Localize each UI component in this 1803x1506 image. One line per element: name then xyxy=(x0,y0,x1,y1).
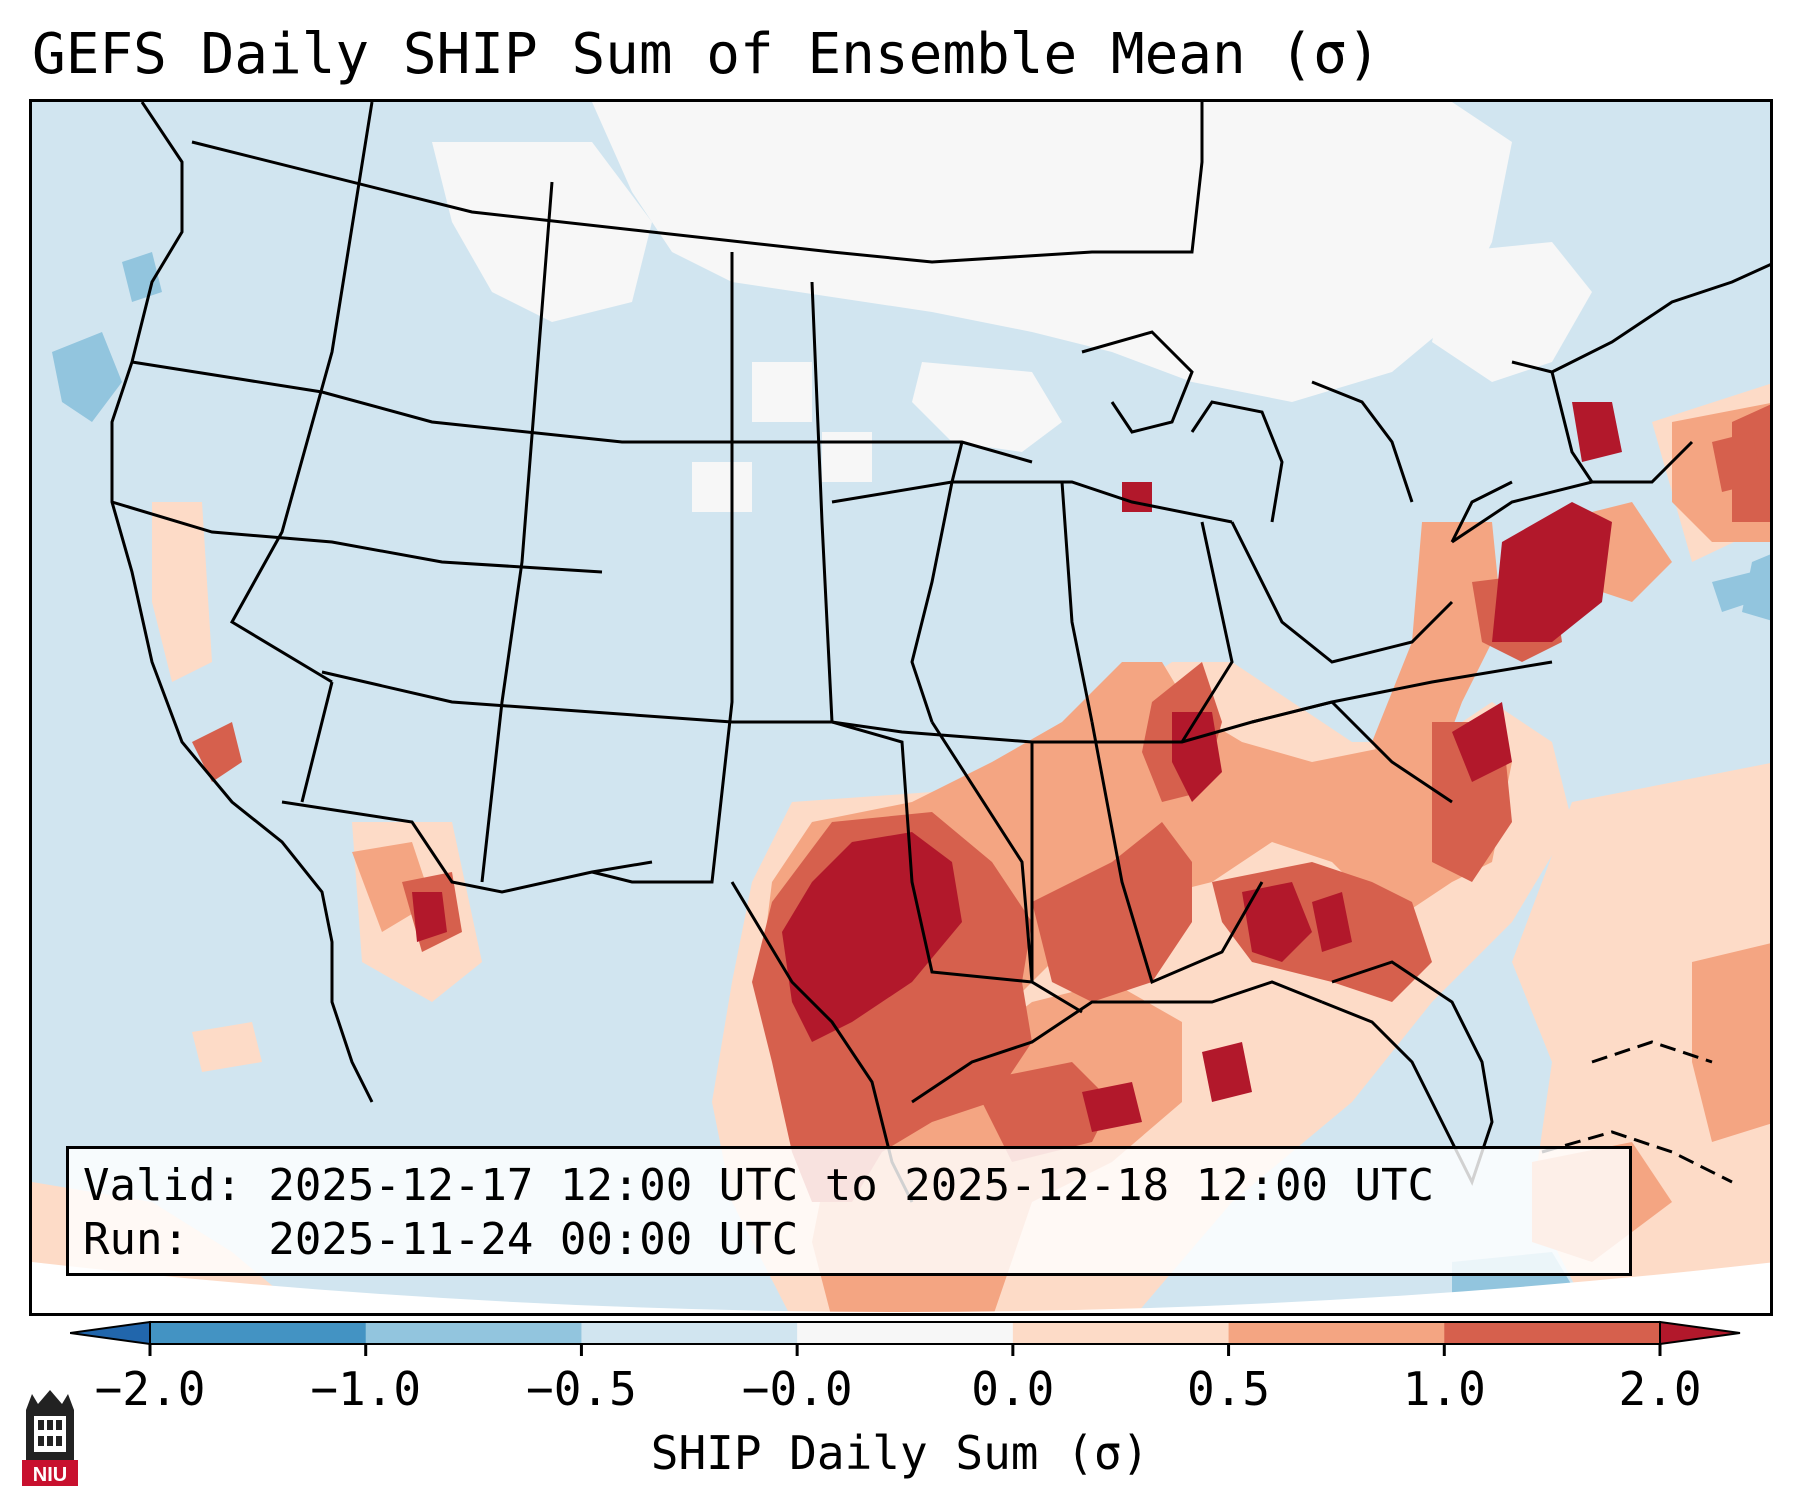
colorbar-tick-label: −1.0 xyxy=(310,1362,422,1416)
niu-building-logo-icon: NIU xyxy=(22,1390,78,1486)
valid-run-info-box: Valid: 2025-12-17 12:00 UTC to 2025-12-1… xyxy=(66,1146,1632,1276)
colorbar-tick-label: −0.0 xyxy=(741,1362,853,1416)
colorbar-segment xyxy=(1228,1322,1445,1344)
colorbar xyxy=(70,1320,1741,1356)
colorbar-segment xyxy=(365,1322,582,1344)
colorbar-tick-label: −0.5 xyxy=(526,1362,637,1416)
colorbar-segment xyxy=(581,1322,798,1344)
colorbar-tick-label: 2.0 xyxy=(1618,1362,1702,1416)
colorbar-tick-label: −2.0 xyxy=(94,1362,206,1416)
colorbar-segment xyxy=(1444,1322,1661,1344)
valid-time-text: Valid: 2025-12-17 12:00 UTC to 2025-12-1… xyxy=(83,1160,1435,1211)
colorbar-segments xyxy=(70,1320,1741,1346)
colorbar-label: SHIP Daily Sum (σ) xyxy=(650,1426,1150,1480)
niu-logo-text: NIU xyxy=(33,1464,67,1486)
colorbar-outline xyxy=(149,1321,1661,1345)
map-title: GEFS Daily SHIP Sum of Ensemble Mean (σ) xyxy=(32,22,1381,87)
colorbar-segment xyxy=(150,1322,367,1344)
colorbar-ticks xyxy=(148,1344,1662,1356)
colorbar-extend-low xyxy=(70,1320,151,1346)
colorbar-segment xyxy=(797,1322,1014,1344)
colorbar-extend-high xyxy=(1659,1320,1741,1346)
map-panel xyxy=(29,99,1773,1316)
canada-neutral-region xyxy=(432,102,1592,512)
political-boundaries xyxy=(110,102,1770,1203)
ship-anomaly-map xyxy=(32,102,1770,1313)
run-time-text: Run: 2025-11-24 00:00 UTC xyxy=(83,1214,799,1265)
caribbean-islands xyxy=(1541,1040,1733,1184)
colorbar-tick-label: 0.0 xyxy=(971,1362,1055,1416)
colorbar-tick-label: 1.0 xyxy=(1402,1362,1486,1416)
colorbar-segment xyxy=(1012,1322,1230,1344)
colorbar-tick-label: 0.5 xyxy=(1187,1362,1271,1416)
anomaly-above-20 xyxy=(412,402,1622,1132)
projection-edge xyxy=(32,1262,1770,1313)
